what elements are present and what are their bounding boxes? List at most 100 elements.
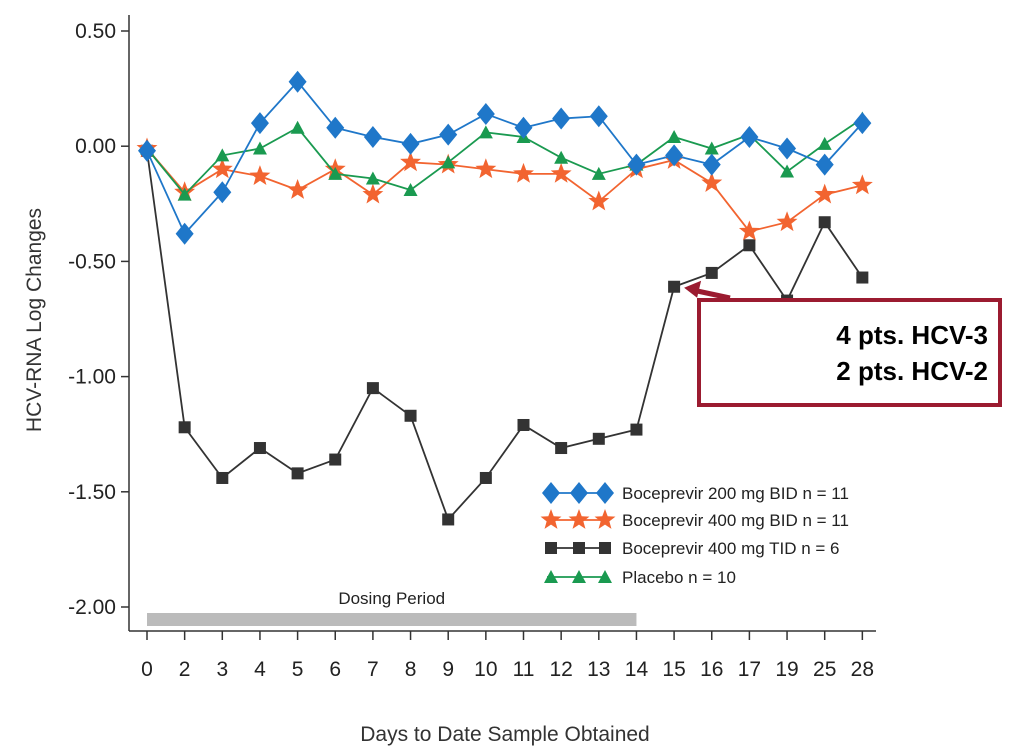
data-point [287,178,309,199]
data-point [400,151,422,172]
data-point [253,442,266,455]
x-tick-label: 14 [625,658,649,681]
x-tick-label: 15 [662,658,685,681]
legend-marker [599,542,611,554]
legend-marker [572,570,586,583]
data-point [442,513,455,526]
data-point [667,129,682,143]
legend-marker [596,482,614,504]
arrow-shaft [695,288,731,301]
legend-item: Boceprevir 400 mg BID n = 11 [540,509,849,530]
data-point [479,471,492,484]
data-point [740,125,759,148]
data-point [554,150,569,164]
data-point [478,125,493,139]
legend: Boceprevir 200 mg BID n = 11 Boceprevir 4… [540,482,849,587]
data-point [404,409,417,422]
legend-label: Boceprevir 400 mg BID n = 11 [622,511,849,530]
x-tick-label: 12 [549,658,572,681]
legend-marker [598,570,612,583]
data-point [776,211,798,232]
data-point [853,112,872,135]
data-point [851,174,873,195]
series-triangle [140,111,870,201]
data-point [329,453,342,466]
x-tick-label: 13 [587,658,610,681]
x-tick-label: 6 [329,658,341,681]
x-tick-label: 3 [216,658,228,681]
x-tick-label: 9 [442,658,454,681]
series-diamond [138,70,872,245]
data-point [552,107,571,130]
data-point [441,155,456,169]
data-point [475,158,497,179]
data-point [702,153,721,176]
y-tick-label: -0.50 [68,250,116,273]
data-point [291,467,304,480]
data-point [630,423,643,436]
data-point [778,137,797,160]
x-tick-label: 2 [179,658,191,681]
x-tick-label: 4 [254,658,266,681]
series-square [141,144,869,526]
data-point [814,183,836,204]
data-point [780,164,795,178]
legend-marker [570,482,588,504]
legend-item: Placebo n = 10 [544,568,736,587]
y-tick-label: 0.00 [75,135,116,158]
data-point [668,280,681,293]
data-point [627,153,646,176]
x-tick-label: 11 [513,658,535,681]
y-tick-label: -1.00 [68,366,116,389]
data-point [290,120,305,134]
series-line [146,147,863,233]
data-point [514,116,533,139]
legend-label: Placebo n = 10 [622,568,736,587]
annotation-callout: 4 pts. HCV-3 2 pts. HCV-2 [697,298,1002,407]
data-point [588,190,610,211]
legend-marker [540,509,562,529]
data-point [401,132,420,155]
data-point [138,139,156,162]
legend-item: Boceprevir 400 mg TID n = 6 [545,539,840,558]
series-line [146,80,864,236]
data-point [550,162,572,183]
dosing-period: Dosing Period [147,589,637,626]
data-point [178,421,191,434]
x-tick-label: 28 [851,658,874,681]
series-group [136,70,873,526]
data-point [704,141,719,155]
y-tick-label: -2.00 [68,596,116,619]
y-axis-title: HCV-RNA Log Changes [23,208,46,432]
annotation-line-2: 2 pts. HCV-2 [836,355,988,386]
data-point [591,166,606,180]
data-point [213,181,232,204]
annotation-line-1: 4 pts. HCV-3 [836,319,988,350]
data-point [216,471,229,484]
y-tick-label: 0.50 [75,20,116,43]
x-tick-label: 25 [813,658,836,681]
data-point [701,172,723,192]
data-point [249,165,271,186]
data-point [743,239,756,252]
x-tick-label: 5 [292,658,304,681]
data-point [177,187,192,201]
annotation-arrow [684,280,731,301]
legend-label: Boceprevir 200 mg BID n = 11 [622,484,849,503]
series-line [146,150,864,522]
data-point [665,144,684,167]
data-point [517,418,530,431]
x-tick-label: 7 [367,658,379,681]
data-point [363,125,382,148]
legend-marker [573,542,585,554]
dosing-period-bar [147,613,637,626]
x-tick-label: 10 [474,658,497,681]
data-point [328,166,343,180]
data-point [288,70,307,93]
arrow-head [684,280,702,298]
data-point [211,158,233,179]
data-point [856,271,869,284]
y-tick-label: -1.50 [68,481,116,504]
data-point [250,112,269,135]
data-point [362,183,384,204]
